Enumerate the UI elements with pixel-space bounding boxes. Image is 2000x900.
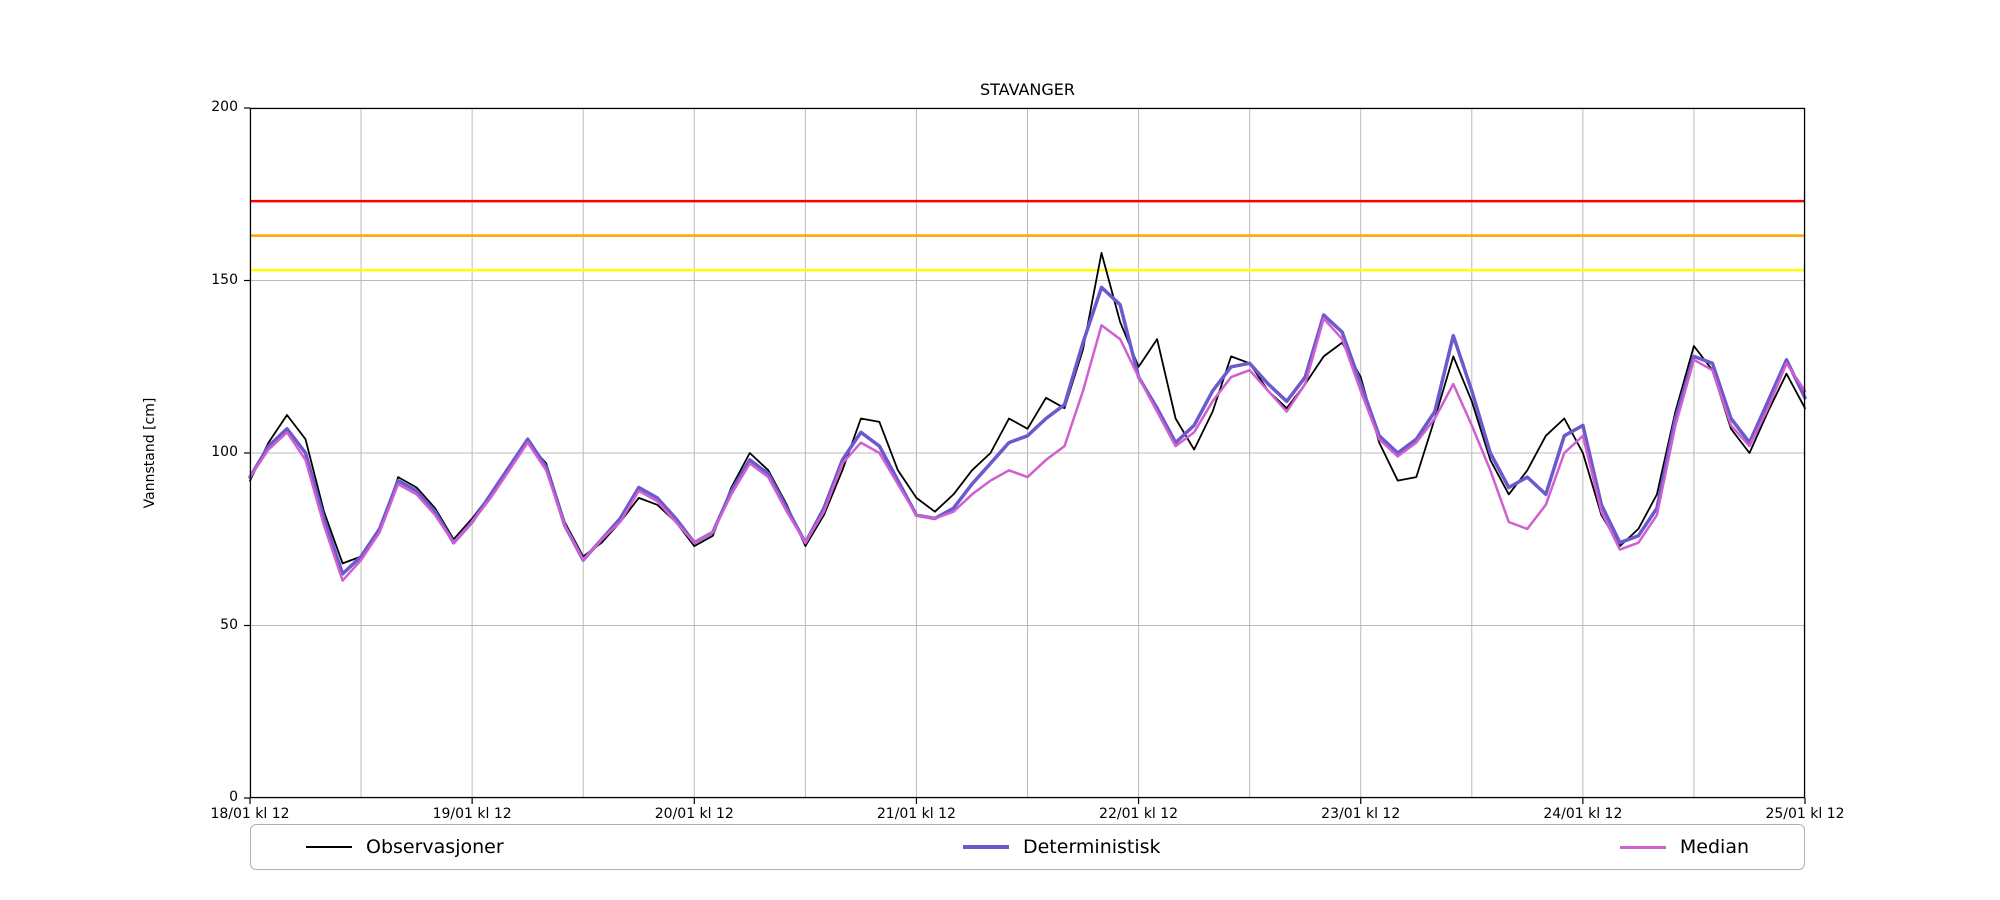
y-tick-label: 50 bbox=[220, 616, 238, 633]
legend-item-median: Median bbox=[1619, 836, 1749, 858]
legend-item-observasjoner: Observasjoner bbox=[306, 836, 504, 858]
chart-title: STAVANGER bbox=[979, 80, 1076, 99]
tick-marks bbox=[244, 107, 1806, 804]
legend-item-deterministisk: Deterministisk bbox=[962, 836, 1161, 858]
legend: Observasjoner Deterministisk Median bbox=[250, 824, 1805, 870]
legend-line-sample-observasjoner bbox=[306, 846, 352, 848]
x-tick-label: 24/01 kl 12 bbox=[1543, 806, 1623, 822]
legend-line-sample-deterministisk bbox=[962, 845, 1009, 849]
series-line-deterministisk bbox=[248, 285, 1807, 576]
x-tick-label: 25/01 kl 12 bbox=[1765, 806, 1845, 822]
y-tick-label: 0 bbox=[229, 789, 238, 805]
series-line-median bbox=[248, 317, 1807, 582]
x-tick-label: 19/01 kl 12 bbox=[432, 806, 512, 822]
x-tick-label: 23/01 kl 12 bbox=[1321, 806, 1401, 822]
x-tick-label: 21/01 kl 12 bbox=[876, 806, 956, 822]
y-tick-label: 150 bbox=[211, 271, 238, 288]
gridlines bbox=[249, 107, 1806, 799]
x-tick-label: 22/01 kl 12 bbox=[1099, 806, 1179, 822]
legend-label-observasjoner: Observasjoner bbox=[366, 836, 504, 858]
y-tick-label: 100 bbox=[211, 444, 238, 460]
legend-label-median: Median bbox=[1679, 836, 1749, 858]
legend-line-sample-median bbox=[1619, 845, 1666, 849]
y-tick-label: 200 bbox=[211, 99, 238, 115]
x-tick-label: 18/01 kl 12 bbox=[210, 806, 290, 822]
plot-border bbox=[249, 107, 1806, 799]
water-level-plot bbox=[244, 107, 1807, 804]
x-tick-label: 20/01 kl 12 bbox=[654, 806, 734, 822]
legend-label-deterministisk: Deterministisk bbox=[1022, 836, 1161, 858]
